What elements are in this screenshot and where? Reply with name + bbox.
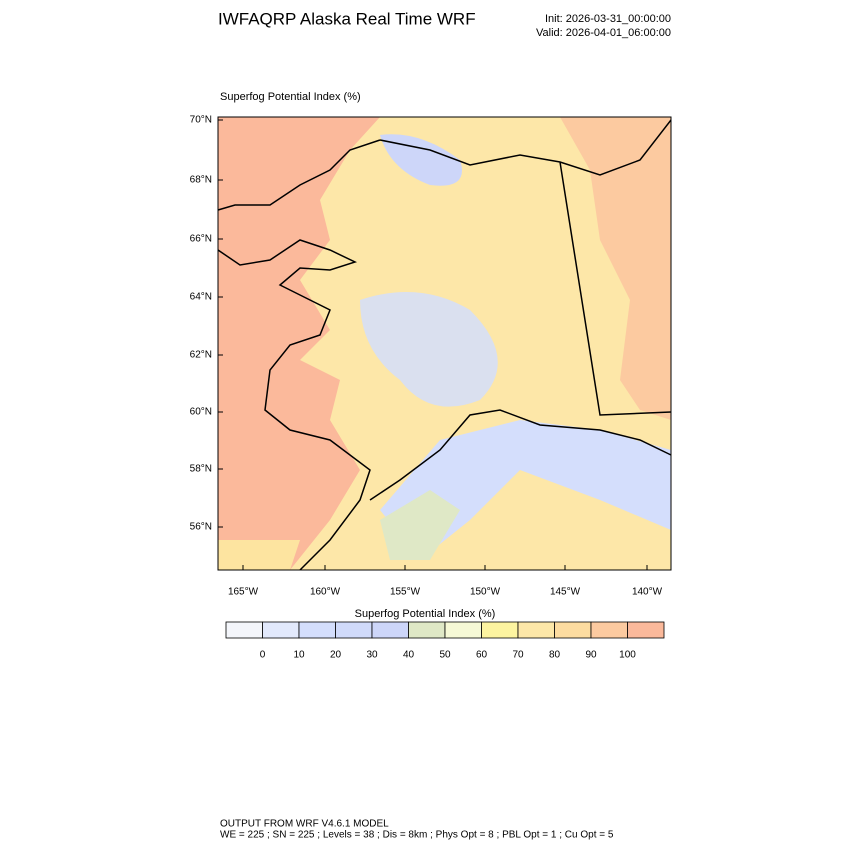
colorbar-title: Superfog Potential Index (%) (355, 608, 496, 620)
colorbar-box (298, 621, 336, 639)
colorbar-box (335, 621, 373, 639)
title: IWFAQRP Alaska Real Time WRF (218, 9, 476, 28)
init-time: Init: 2026-03-31_00:00:00 (545, 13, 671, 25)
colorbar-label: 80 (549, 650, 561, 661)
lon-label: 160°W (310, 587, 341, 598)
colorbar-label: 90 (585, 650, 597, 661)
colorbar-label: 100 (619, 650, 636, 661)
colorbar-box (590, 621, 628, 639)
lat-label: 58°N (190, 464, 212, 475)
colorbar-label: 60 (476, 650, 488, 661)
lon-label: 145°W (550, 587, 581, 598)
lat-label: 60°N (190, 407, 212, 418)
colorbar-label: 10 (293, 650, 305, 661)
colorbar-box (554, 621, 592, 639)
lon-label: 165°W (228, 587, 259, 598)
coastline (217, 119, 672, 571)
colorbar-label: 40 (403, 650, 415, 661)
colorbar-box (262, 621, 300, 639)
lat-label: 62°N (190, 350, 212, 361)
footer-line: WE = 225 ; SN = 225 ; Levels = 38 ; Dis … (220, 830, 614, 841)
colorbar-box (371, 621, 409, 639)
colorbar-label: 20 (330, 650, 342, 661)
map-field (218, 117, 671, 570)
colorbar-box (627, 621, 665, 639)
colorbar-box (444, 621, 482, 639)
map-frame (217, 116, 672, 571)
footer-line: OUTPUT FROM WRF V4.6.1 MODEL (220, 819, 389, 830)
map-subtitle: Superfog Potential Index (%) (220, 91, 361, 103)
lat-label: 56°N (190, 522, 212, 533)
lat-label: 70°N (190, 115, 212, 126)
colorbar-box (481, 621, 519, 639)
lon-label: 155°W (390, 587, 421, 598)
valid-time: Valid: 2026-04-01_06:00:00 (536, 27, 671, 39)
colorbar-label: 70 (512, 650, 524, 661)
lat-label: 66°N (190, 234, 212, 245)
lat-label: 68°N (190, 175, 212, 186)
lon-label: 140°W (632, 587, 663, 598)
lat-label: 64°N (190, 292, 212, 303)
colorbar-label: 50 (439, 650, 451, 661)
colorbar-box (517, 621, 555, 639)
colorbar-box (225, 621, 263, 639)
colorbar-label: 30 (366, 650, 378, 661)
colorbar-box (408, 621, 446, 639)
lon-label: 150°W (470, 587, 501, 598)
colorbar-label: 0 (260, 650, 266, 661)
